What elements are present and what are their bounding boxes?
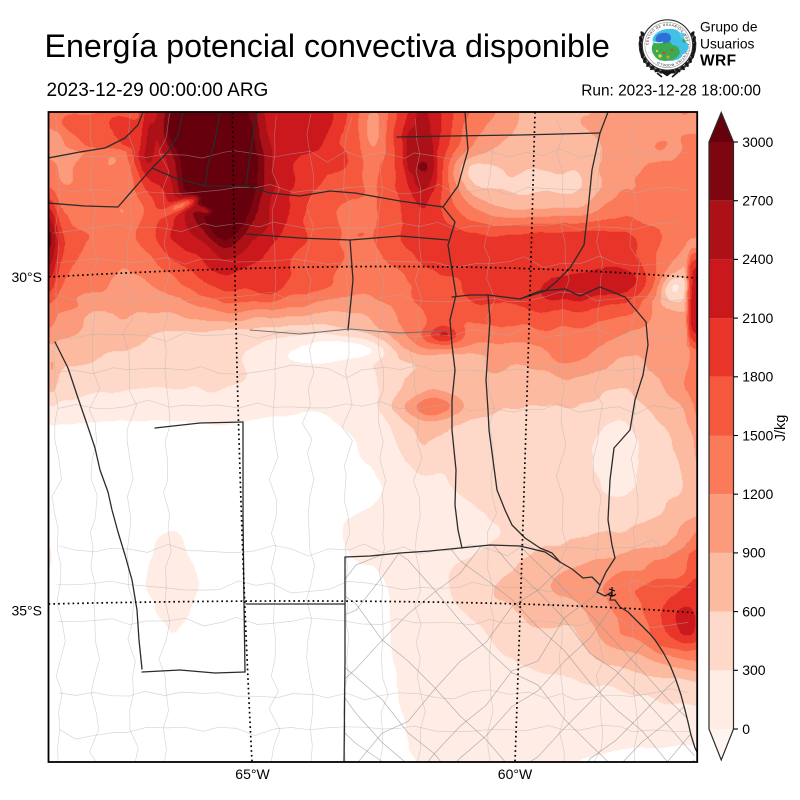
- svg-text:35°S: 35°S: [11, 603, 42, 619]
- svg-text:900: 900: [742, 545, 766, 561]
- svg-text:30°S: 30°S: [11, 269, 42, 285]
- svg-text:3000: 3000: [742, 134, 773, 150]
- svg-text:WRF: WRF: [700, 53, 737, 70]
- svg-text:2400: 2400: [742, 251, 773, 267]
- svg-text:600: 600: [742, 603, 766, 619]
- svg-text:2100: 2100: [742, 310, 773, 326]
- svg-text:0: 0: [742, 721, 750, 737]
- svg-text:1500: 1500: [742, 427, 773, 443]
- svg-text:Usuarios: Usuarios: [700, 37, 755, 52]
- svg-text:2023-12-29 00:00:00 ARG: 2023-12-29 00:00:00 ARG: [47, 80, 269, 101]
- svg-text:1800: 1800: [742, 369, 773, 385]
- svg-text:60°W: 60°W: [498, 766, 533, 782]
- svg-text:2700: 2700: [742, 193, 773, 209]
- svg-text:J/kg: J/kg: [773, 415, 789, 442]
- svg-text:Energía potencial convectiva d: Energía potencial convectiva disponible: [45, 28, 610, 64]
- svg-text:1200: 1200: [742, 486, 773, 502]
- svg-text:Run: 2023-12-28 18:00:00: Run: 2023-12-28 18:00:00: [581, 83, 761, 100]
- svg-text:300: 300: [742, 662, 766, 678]
- svg-text:65°W: 65°W: [235, 766, 270, 782]
- svg-text:Grupo de: Grupo de: [700, 20, 758, 35]
